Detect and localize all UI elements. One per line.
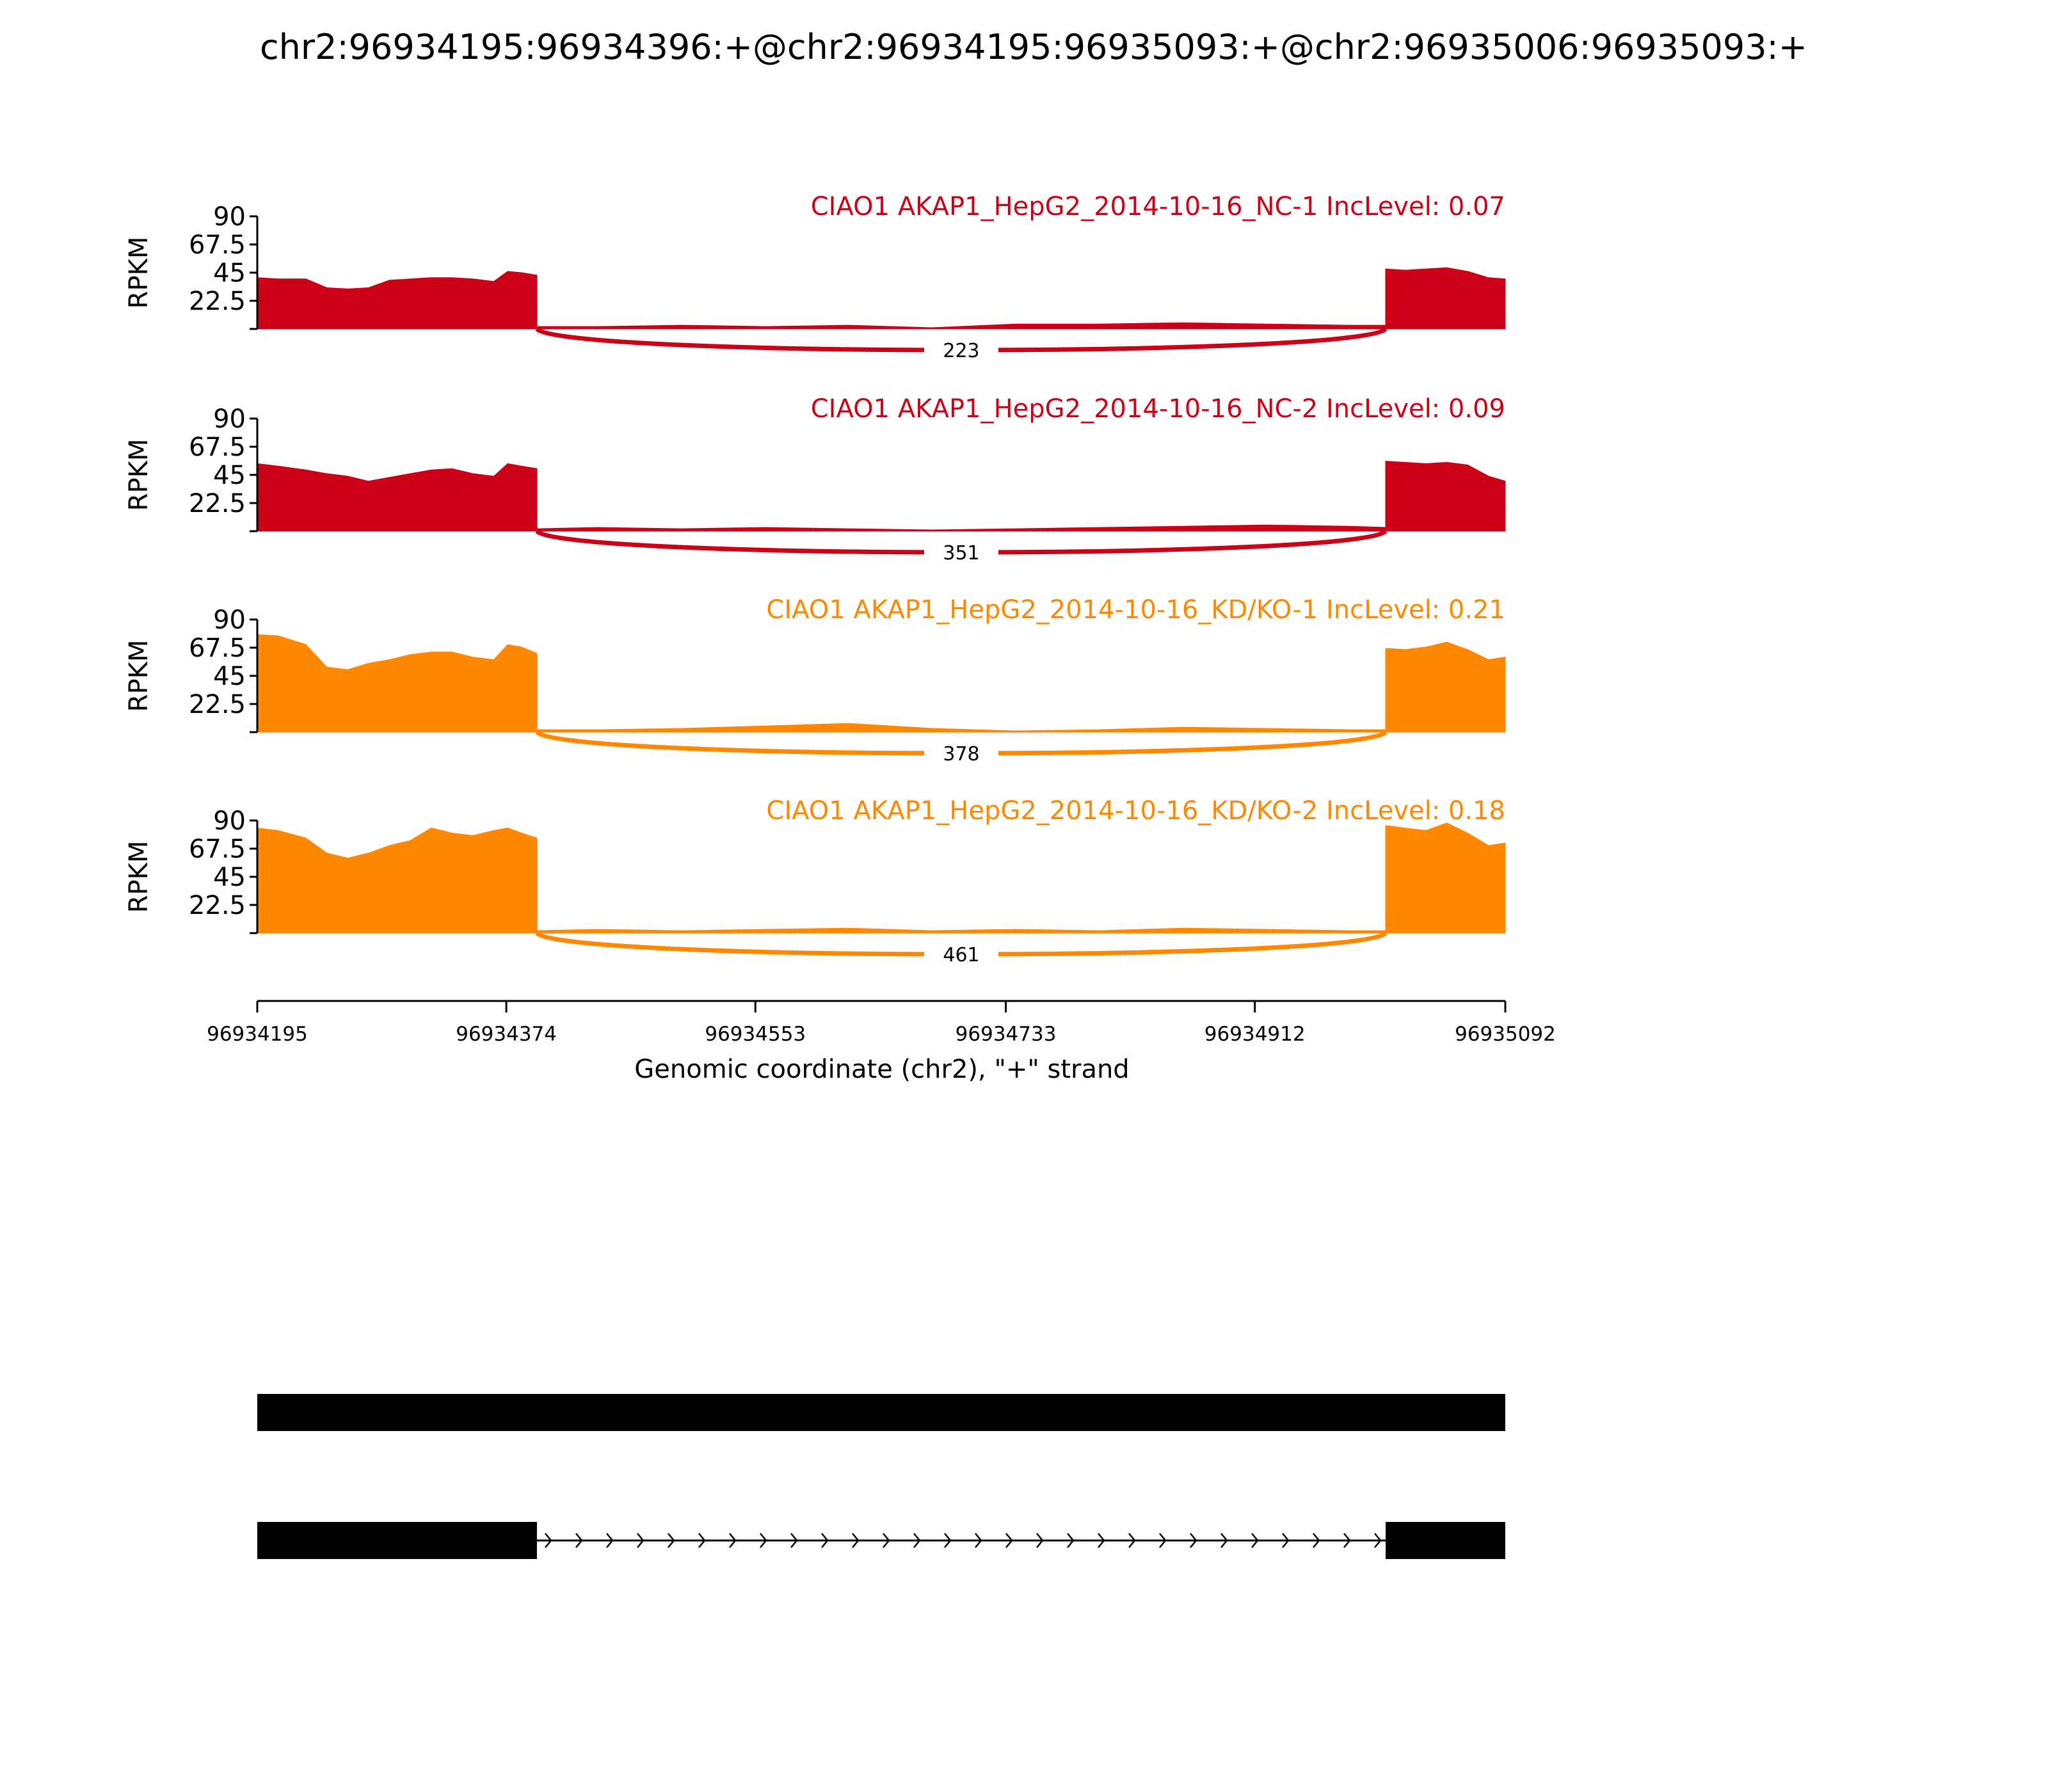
strand-arrow — [1036, 1533, 1044, 1548]
strand-arrow — [1220, 1533, 1228, 1548]
y-tick-label: 67.5 — [189, 634, 246, 663]
strand-arrow — [637, 1533, 644, 1548]
strand-arrow — [545, 1533, 552, 1548]
strand-arrow — [1190, 1533, 1197, 1548]
junction-count-label: 378 — [943, 743, 979, 765]
isoform-annotation — [257, 1394, 1505, 1559]
strand-arrow — [1313, 1533, 1320, 1548]
y-tick-label: 67.5 — [189, 835, 246, 864]
series-label: CIAO1 AKAP1_HepG2_2014-10-16_KD/KO-1 Inc… — [766, 595, 1505, 625]
strand-arrow — [668, 1533, 675, 1548]
coverage-area — [257, 634, 1506, 733]
coverage-area — [257, 267, 1506, 330]
x-tick-label: 96934195 — [207, 1023, 308, 1046]
y-axis-label: RPKM — [124, 237, 154, 309]
y-tick-label: 67.5 — [189, 433, 246, 462]
y-tick-label: 22.5 — [189, 287, 246, 316]
strand-arrow — [1159, 1533, 1167, 1548]
y-tick-label: 45 — [213, 662, 246, 691]
strand-arrow — [1067, 1533, 1075, 1548]
junction-label-bg — [924, 339, 998, 362]
strand-arrow — [575, 1533, 583, 1548]
y-axis-label: RPKM — [124, 439, 154, 511]
y-tick-label: 22.5 — [189, 489, 246, 518]
coverage-area — [257, 822, 1506, 934]
strand-arrow — [1251, 1533, 1259, 1548]
strand-arrow — [1128, 1533, 1136, 1548]
y-tick-label: 67.5 — [189, 230, 246, 260]
x-axis: 96934195 96934374 96934553 96934733 96934912… — [207, 1000, 1556, 1084]
strand-arrow — [883, 1533, 890, 1548]
coverage-area — [257, 460, 1506, 532]
y-tick-label: 22.5 — [189, 690, 246, 719]
series-label: CIAO1 AKAP1_HepG2_2014-10-16_KD/KO-2 Inc… — [766, 796, 1505, 826]
strand-arrow — [944, 1533, 952, 1548]
strand-arrow — [975, 1533, 982, 1548]
y-tick-label: 90 — [213, 605, 246, 635]
figure-title: chr2:96934195:96934396:+@chr2:96934195:9… — [260, 27, 1807, 67]
isoform-exon — [1386, 1522, 1505, 1559]
y-axis-label: RPKM — [124, 640, 154, 712]
y-tick-label: 45 — [213, 259, 246, 288]
series-label: CIAO1 AKAP1_HepG2_2014-10-16_NC-2 IncLev… — [811, 394, 1505, 424]
strand-arrow — [1343, 1533, 1351, 1548]
junction-label-bg — [924, 541, 998, 564]
strand-arrow — [729, 1533, 737, 1548]
strand-arrow — [790, 1533, 798, 1548]
strand-arrow — [606, 1533, 614, 1548]
strand-arrow — [1374, 1533, 1382, 1548]
x-tick-label: 96934553 — [705, 1023, 806, 1046]
strand-arrow — [1005, 1533, 1013, 1548]
junction-label-bg — [924, 742, 998, 765]
y-tick-label: 45 — [213, 863, 246, 892]
strand-arrow — [698, 1533, 706, 1548]
strand-arrow — [1282, 1533, 1290, 1548]
junction-count-label: 223 — [943, 340, 979, 362]
strand-arrow — [1098, 1533, 1105, 1548]
x-tick-label: 96934374 — [456, 1023, 557, 1046]
strand-arrow — [760, 1533, 767, 1548]
y-tick-label: 90 — [213, 806, 246, 836]
y-tick-label: 45 — [213, 461, 246, 490]
junction-label-bg — [924, 943, 998, 966]
junction-count-label: 461 — [943, 944, 979, 966]
junction-count-label: 351 — [943, 542, 979, 564]
x-tick-label: 96934733 — [956, 1023, 1057, 1046]
y-axis-label: RPKM — [124, 841, 154, 913]
x-axis-label: Genomic coordinate (chr2), "+" strand — [634, 1055, 1129, 1084]
isoform-exon — [257, 1522, 537, 1559]
y-tick-label: 90 — [213, 202, 246, 232]
x-tick-label: 96935092 — [1455, 1023, 1556, 1046]
y-tick-label: 90 — [213, 404, 246, 434]
series-label: CIAO1 AKAP1_HepG2_2014-10-16_NC-1 IncLev… — [811, 192, 1505, 221]
strand-arrow — [852, 1533, 860, 1548]
isoform-full-exon — [257, 1394, 1505, 1431]
strand-arrow — [821, 1533, 829, 1548]
y-tick-label: 22.5 — [189, 891, 246, 920]
x-tick-label: 96934912 — [1204, 1023, 1306, 1046]
strand-arrow — [913, 1533, 921, 1548]
